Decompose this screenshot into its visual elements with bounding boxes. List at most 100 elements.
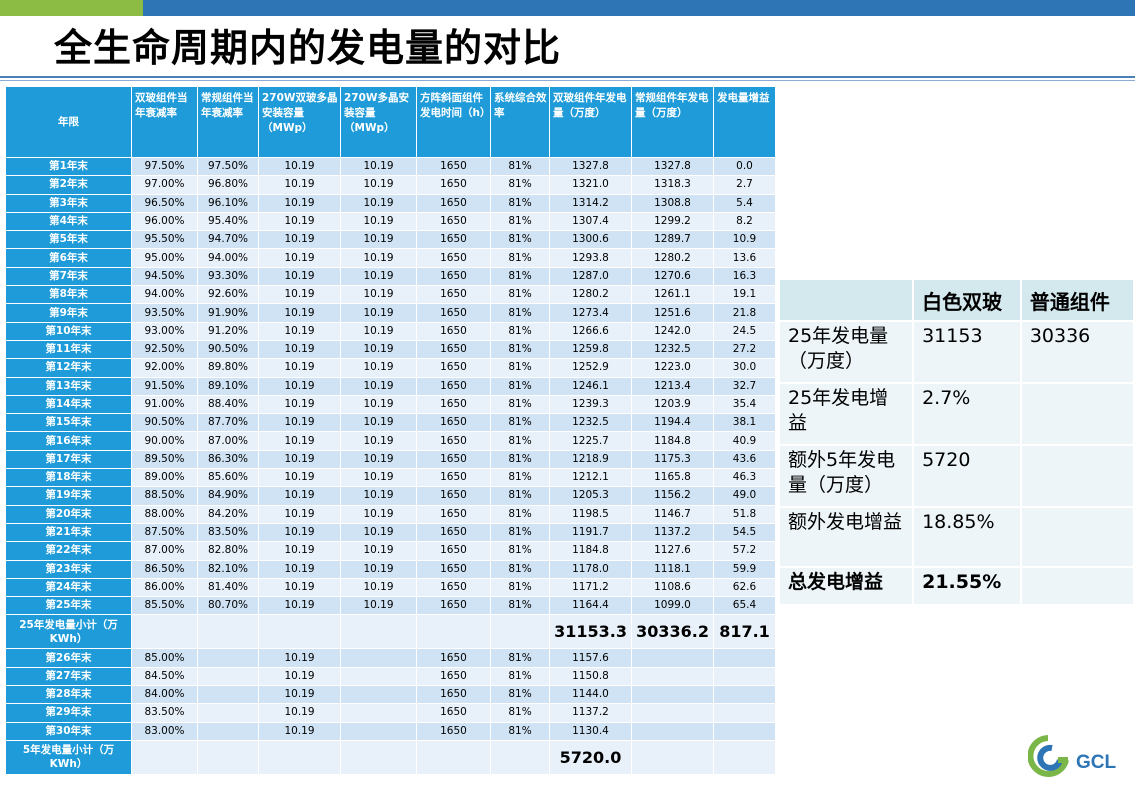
- row-regular-decay: 92.60%: [197, 285, 259, 305]
- row-bifacial-capacity: 10.19: [258, 230, 341, 250]
- header-bifacial-output: 双玻组件年发电量（万度）: [549, 86, 632, 158]
- row-efficiency: 81%: [490, 394, 550, 415]
- row-regular-output: 1108.6: [631, 577, 714, 598]
- table-row: 第14年末 91.00% 88.40% 10.19 10.19 1650 81% 1239.3…: [5, 394, 776, 415]
- row-efficiency: 81%: [490, 468, 550, 488]
- row-bifacial-output: 1321.0: [549, 175, 632, 195]
- subtotal-5-label: 5年发电量小计（万KWh）: [5, 739, 132, 775]
- row-year: 第24年末: [5, 577, 132, 598]
- row-bifacial-output: 1205.3: [549, 486, 632, 506]
- row-bifacial-capacity: 10.19: [258, 685, 341, 705]
- row-regular-output: 1308.8: [631, 193, 714, 213]
- row-efficiency: 81%: [490, 303, 550, 323]
- row-bifacial-capacity: 10.19: [258, 248, 341, 268]
- row-year: 第27年末: [5, 666, 132, 687]
- header-bifacial-capacity: 270W双玻多晶安装容量（MWp）: [258, 86, 341, 158]
- row-bifacial-output: 1191.7: [549, 522, 632, 543]
- row-gain: 32.7: [713, 376, 776, 396]
- row-bifacial-decay: 94.50%: [131, 266, 198, 287]
- row-hours: 1650: [416, 577, 491, 598]
- header-hours: 方阵斜面组件发电时间（h）: [416, 86, 491, 158]
- header-efficiency: 系统综合效率: [490, 86, 550, 158]
- row-efficiency: 81%: [490, 577, 550, 598]
- row-bifacial-output: 1184.8: [549, 541, 632, 561]
- row-bifacial-output: 1280.2: [549, 285, 632, 305]
- row-year: 第5年末: [5, 230, 132, 250]
- row-gain: 62.6: [713, 577, 776, 598]
- row-hours: 1650: [416, 156, 491, 177]
- row-year: 第8年末: [5, 285, 132, 305]
- row-regular-output: 1194.4: [631, 413, 714, 433]
- subtotal-5-bifacial: 5720.0: [549, 739, 632, 775]
- header-year: 年限: [5, 86, 132, 158]
- row-hours: 1650: [416, 522, 491, 543]
- row-hours: 1650: [416, 541, 491, 561]
- row-hours: 1650: [416, 504, 491, 524]
- row-hours: 1650: [416, 721, 491, 741]
- row-regular-capacity: 10.19: [340, 193, 417, 213]
- row-bifacial-decay: 86.00%: [131, 577, 198, 598]
- row-year: 第19年末: [5, 486, 132, 506]
- row-bifacial-capacity: 10.19: [258, 596, 341, 616]
- row-year: 第11年末: [5, 339, 132, 360]
- row-regular-decay: 81.40%: [197, 577, 259, 598]
- row-hours: 1650: [416, 175, 491, 195]
- row-regular-output: 1175.3: [631, 449, 714, 470]
- row-year: 第13年末: [5, 376, 132, 396]
- row-regular-output: 1137.2: [631, 522, 714, 543]
- row-bifacial-decay: 85.00%: [131, 648, 198, 668]
- row-regular-capacity: 10.19: [340, 486, 417, 506]
- row-regular-output: 1327.8: [631, 156, 714, 177]
- subtotal-25-label: 25年发电量小计（万KWh）: [5, 614, 132, 650]
- row-bifacial-decay: 90.00%: [131, 431, 198, 451]
- row-efficiency: 81%: [490, 504, 550, 524]
- row-bifacial-output: 1178.0: [549, 559, 632, 579]
- row-bifacial-output: 1246.1: [549, 376, 632, 396]
- row-bifacial-capacity: 10.19: [258, 504, 341, 524]
- row-gain: 30.0: [713, 358, 776, 378]
- row-gain: 13.6: [713, 248, 776, 268]
- table-row: 第22年末 87.00% 82.80% 10.19 10.19 1650 81% 1184.8…: [5, 541, 776, 561]
- row-regular-decay: 93.30%: [197, 266, 259, 287]
- row-gain: 59.9: [713, 559, 776, 579]
- row-efficiency: 81%: [490, 541, 550, 561]
- row-efficiency: 81%: [490, 522, 550, 543]
- row-hours: 1650: [416, 486, 491, 506]
- header-gain: 发电量增益: [713, 86, 776, 158]
- row-year: 第28年末: [5, 685, 132, 705]
- row-bifacial-capacity: 10.19: [258, 193, 341, 213]
- row-year: 第12年末: [5, 358, 132, 378]
- row-gain: 5.4: [713, 193, 776, 213]
- table-header-row: 年限 双玻组件当年衰减率 常规组件当年衰减率 270W双玻多晶安装容量（MWp）…: [5, 86, 776, 158]
- row-regular-capacity: 10.19: [340, 541, 417, 561]
- row-gain: 21.8: [713, 303, 776, 323]
- row-bifacial-decay: 93.50%: [131, 303, 198, 323]
- row-regular-decay: 88.40%: [197, 394, 259, 415]
- row-gain: 24.5: [713, 321, 776, 341]
- row-year: 第6年末: [5, 248, 132, 268]
- row-bifacial-output: 1293.8: [549, 248, 632, 268]
- row-bifacial-output: 1252.9: [549, 358, 632, 378]
- row-regular-capacity: [340, 648, 417, 668]
- table-row: 第28年末 84.00% 10.19 1650 81% 1144.0: [5, 685, 776, 705]
- row-regular-decay: 87.00%: [197, 431, 259, 451]
- row-hours: 1650: [416, 468, 491, 488]
- row-hours: 1650: [416, 248, 491, 268]
- row-bifacial-output: 1218.9: [549, 449, 632, 470]
- row-year: 第20年末: [5, 504, 132, 524]
- row-regular-output: 1242.0: [631, 321, 714, 341]
- row-regular-output: 1318.3: [631, 175, 714, 195]
- row-bifacial-output: 1327.8: [549, 156, 632, 177]
- row-regular-output: 1289.7: [631, 230, 714, 250]
- table-row: 第7年末 94.50% 93.30% 10.19 10.19 1650 81% 1287.0 1…: [5, 266, 776, 287]
- summary-row-white: 31153: [912, 320, 1022, 384]
- row-regular-capacity: 10.19: [340, 596, 417, 616]
- row-bifacial-decay: 97.00%: [131, 175, 198, 195]
- row-gain: [713, 648, 776, 668]
- row-regular-capacity: 10.19: [340, 431, 417, 451]
- row-year: 第25年末: [5, 596, 132, 616]
- row-bifacial-decay: 95.50%: [131, 230, 198, 250]
- row-regular-decay: 91.90%: [197, 303, 259, 323]
- row-bifacial-capacity: 10.19: [258, 559, 341, 579]
- row-hours: 1650: [416, 666, 491, 687]
